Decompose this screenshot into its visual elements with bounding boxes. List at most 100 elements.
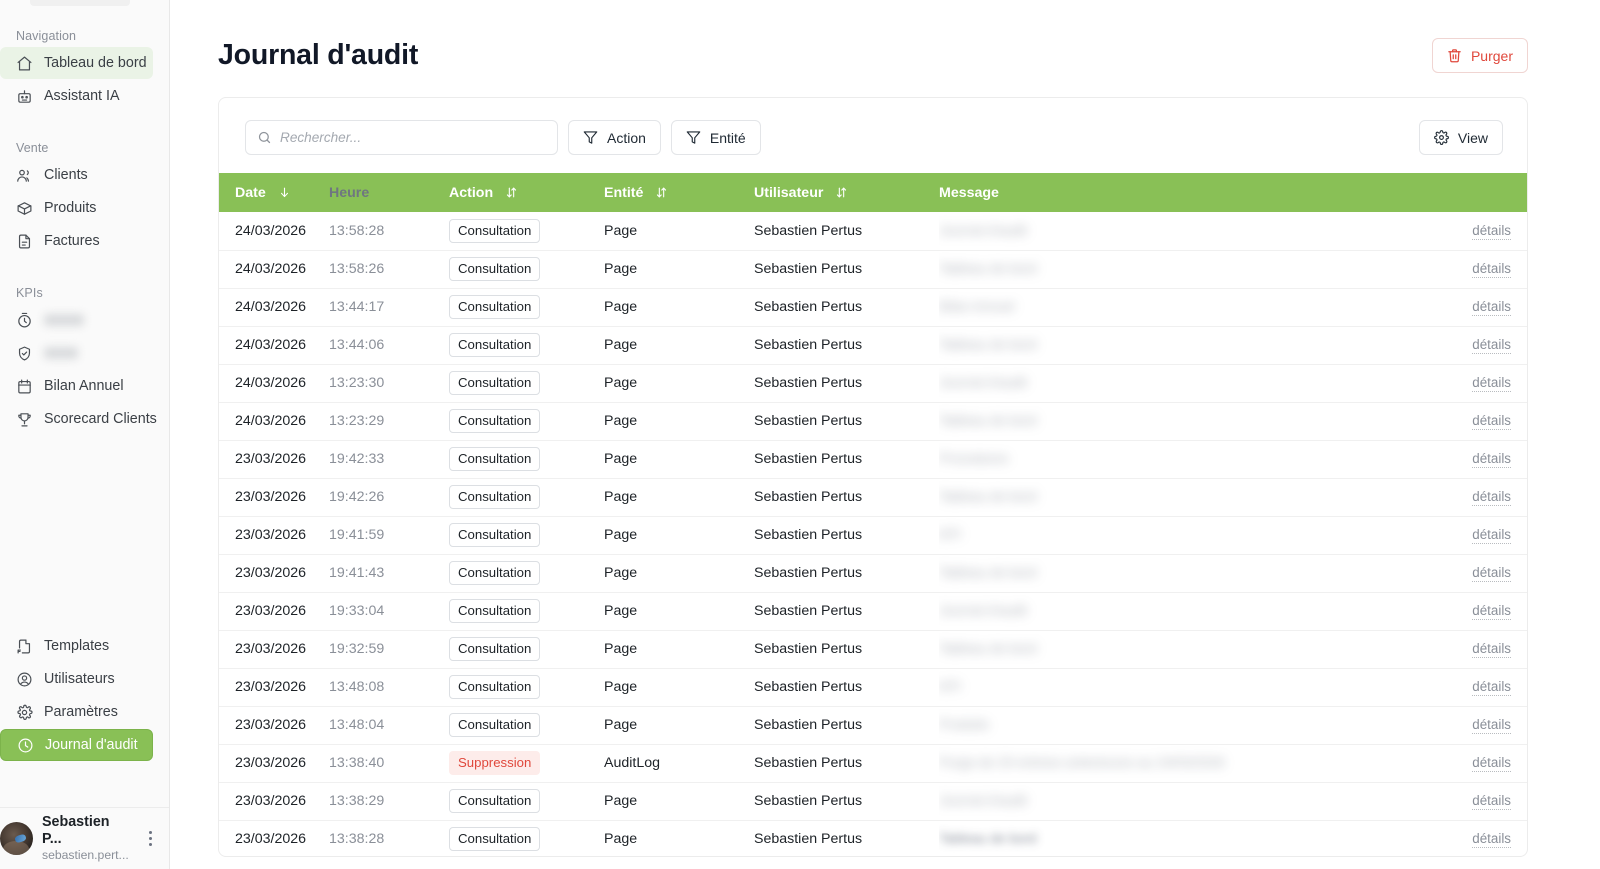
cell-utilisateur: Sebastien Pertus [754, 440, 939, 479]
sidebar-item-shield-check-icon[interactable] [0, 337, 153, 369]
details-link[interactable]: détails [1472, 527, 1511, 544]
cell-date: 23/03/2026 [219, 744, 329, 783]
action-badge: Consultation [449, 789, 541, 813]
sidebar-user-card[interactable]: Sebastien P... sebastien.pert... [0, 807, 169, 869]
sort-desc-icon[interactable] [278, 186, 291, 199]
sort-toggle-icon[interactable] [505, 186, 518, 199]
column-header-utilisateur[interactable]: Utilisateur [754, 173, 939, 212]
table-row[interactable]: 23/03/2026 19:41:43 Consultation Page Sebast… [219, 554, 1527, 593]
table-row[interactable]: 23/03/2026 19:42:26 Consultation Page Sebast… [219, 478, 1527, 517]
details-link[interactable]: détails [1472, 489, 1511, 506]
sidebar-user-email: sebastien.pert... [42, 848, 129, 862]
sidebar-item-timer-icon[interactable] [0, 304, 153, 336]
details-link[interactable]: détails [1472, 261, 1511, 278]
cell-action: Suppression [449, 744, 604, 783]
package-icon [16, 200, 33, 217]
table-row[interactable]: 23/03/2026 19:33:04 Consultation Page Sebast… [219, 592, 1527, 631]
table-row[interactable]: 24/03/2026 13:23:29 Consultation Page Sebast… [219, 402, 1527, 441]
details-link[interactable]: détails [1472, 717, 1511, 734]
cell-date: 23/03/2026 [219, 706, 329, 745]
sidebar-group: Vente Clients Produits Factures [0, 138, 169, 257]
details-link[interactable]: détails [1472, 679, 1511, 696]
cell-utilisateur: Sebastien Pertus [754, 706, 939, 745]
cell-entite: Page [604, 782, 754, 821]
cell-heure: 19:32:59 [329, 630, 449, 669]
sidebar-item-assistant-ia[interactable]: Assistant IA [0, 80, 153, 112]
cell-heure: 13:44:06 [329, 326, 449, 365]
sidebar-item-templates[interactable]: Templates [0, 630, 153, 662]
sidebar-item-param-tres[interactable]: Paramètres [0, 696, 153, 728]
table-row[interactable]: 23/03/2026 13:48:08 Consultation Page Sebast… [219, 668, 1527, 707]
cell-utilisateur: Sebastien Pertus [754, 326, 939, 365]
search-box[interactable] [245, 120, 558, 155]
cell-date: 24/03/2026 [219, 288, 329, 327]
table-row[interactable]: 23/03/2026 13:38:28 Consultation Page Sebast… [219, 820, 1527, 856]
sidebar-item-bilan-annuel[interactable]: Bilan Annuel [0, 370, 153, 402]
table-row[interactable]: 24/03/2026 13:44:17 Consultation Page Sebast… [219, 288, 1527, 327]
filter-entite-button[interactable]: Entité [670, 120, 761, 155]
column-header-action[interactable]: Action [449, 173, 604, 212]
sidebar-item-factures[interactable]: Factures [0, 225, 153, 257]
sort-toggle-icon[interactable] [835, 186, 848, 199]
details-link[interactable]: détails [1472, 831, 1511, 848]
action-badge: Consultation [449, 218, 541, 243]
details-link[interactable]: détails [1472, 755, 1511, 772]
column-header-message[interactable]: Message [939, 173, 1431, 212]
table-row[interactable]: 24/03/2026 13:58:26 Consultation Page Sebast… [219, 250, 1527, 289]
table-row[interactable]: 23/03/2026 13:38:40 Suppression AuditLog Seb… [219, 744, 1527, 783]
column-header-date[interactable]: Date [219, 173, 329, 212]
view-options-button[interactable]: View [1418, 120, 1503, 155]
sidebar-item-label: Factures [44, 233, 100, 249]
table-row[interactable]: 24/03/2026 13:23:30 Consultation Page Sebast… [219, 364, 1527, 403]
cell-action: Consultation [449, 288, 604, 327]
gear-icon [16, 704, 33, 721]
details-link[interactable]: détails [1472, 603, 1511, 620]
message-text: KPI [939, 679, 961, 694]
details-link[interactable]: détails [1472, 222, 1511, 240]
robot-icon [16, 88, 33, 105]
table-row[interactable]: 23/03/2026 19:42:33 Consultation Page Sebast… [219, 440, 1527, 479]
details-link[interactable]: détails [1472, 375, 1511, 392]
sidebar-item-label: Tableau de bord [44, 55, 147, 71]
purge-button[interactable]: Purger [1431, 38, 1528, 73]
message-text: Tableau de bord [939, 831, 1037, 846]
sidebar-item-clients[interactable]: Clients [0, 159, 153, 191]
action-badge: Consultation [449, 523, 541, 547]
sidebar-item-tableau-de-bord[interactable]: Tableau de bord [0, 47, 153, 79]
calendar-icon [16, 378, 33, 395]
sidebar-item-label: Clients [44, 167, 88, 183]
audit-log-card: Action Entité View [218, 97, 1528, 857]
details-link[interactable]: détails [1472, 451, 1511, 468]
column-header-entite[interactable]: Entité [604, 173, 754, 212]
table-row[interactable]: 24/03/2026 13:58:28 Consultation Page Sebast… [219, 212, 1527, 251]
cell-date: 24/03/2026 [219, 402, 329, 441]
details-link[interactable]: détails [1472, 337, 1511, 354]
details-link[interactable]: détails [1472, 565, 1511, 582]
details-link[interactable]: détails [1472, 299, 1511, 316]
sort-toggle-icon[interactable] [655, 186, 668, 199]
sidebar-item-produits[interactable]: Produits [0, 192, 153, 224]
sidebar-spacer [0, 439, 169, 461]
table-row[interactable]: 24/03/2026 13:44:06 Consultation Page Sebast… [219, 326, 1527, 365]
details-link[interactable]: détails [1472, 413, 1511, 430]
table-row[interactable]: 23/03/2026 13:48:04 Consultation Page Sebast… [219, 706, 1527, 745]
cell-utilisateur: Sebastien Pertus [754, 744, 939, 783]
cell-utilisateur: Sebastien Pertus [754, 554, 939, 593]
cell-entite: AuditLog [604, 744, 754, 783]
sidebar-item-journal-d-audit[interactable]: Journal d'audit [0, 729, 153, 761]
table-row[interactable]: 23/03/2026 19:32:59 Consultation Page Sebast… [219, 630, 1527, 669]
search-input[interactable] [280, 121, 557, 154]
details-link[interactable]: détails [1472, 641, 1511, 658]
table-row[interactable]: 23/03/2026 13:38:29 Consultation Page Sebast… [219, 782, 1527, 821]
sidebar-item-utilisateurs[interactable]: Utilisateurs [0, 663, 153, 695]
sidebar-item-scorecard-clients[interactable]: Scorecard Clients [0, 403, 157, 435]
cell-details: détails [1431, 668, 1527, 707]
sidebar-group: KPIs Bilan Annuel Scorecard Clients [0, 283, 169, 435]
details-link[interactable]: détails [1472, 793, 1511, 810]
filter-action-button[interactable]: Action [568, 120, 661, 155]
table-row[interactable]: 23/03/2026 19:41:59 Consultation Page Sebast… [219, 516, 1527, 555]
user-menu-icon[interactable] [141, 831, 159, 846]
action-badge: Consultation [449, 675, 541, 699]
cell-utilisateur: Sebastien Pertus [754, 288, 939, 327]
column-header-heure[interactable]: Heure [329, 173, 449, 212]
